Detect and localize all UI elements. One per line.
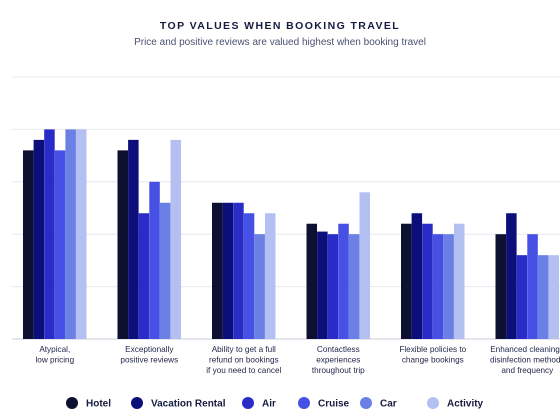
bar-hotel [495, 234, 506, 339]
bar-car [65, 129, 76, 339]
gridlines [12, 76, 560, 340]
bar-car [348, 234, 360, 339]
bar-car [537, 255, 549, 339]
bar-car [159, 202, 171, 339]
bar-cruise [243, 213, 255, 339]
bar-vacation-rental [128, 139, 139, 339]
legend-swatch [298, 397, 310, 409]
legend-item-hotel: Hotel [66, 397, 111, 410]
chart-title: TOP VALUES WHEN BOOKING TRAVEL [159, 20, 401, 32]
bar-hotel [306, 223, 317, 339]
category-label: Exceptionally positive reviews [120, 345, 178, 365]
bar-air [233, 202, 244, 339]
legend-item-cruise: Cruise [298, 397, 350, 410]
bar-air [327, 234, 339, 339]
bar-vacation-rental [33, 139, 45, 339]
bar-air [44, 129, 55, 339]
bar-cruise [432, 234, 444, 339]
legend-item-vacation-rental: Vacation Rental [131, 397, 226, 410]
bar-activity [548, 255, 559, 339]
bar-activity [170, 139, 181, 339]
bar-air [516, 255, 528, 339]
category-labels: Atypical, low pricing Exceptionally positiv… [35, 345, 560, 375]
legend-label: Vacation Rental [151, 399, 226, 410]
bar-activity [76, 129, 87, 339]
legend-label: Hotel [86, 399, 111, 410]
legend-swatch [360, 397, 372, 409]
bar-cruise [527, 234, 538, 339]
category-label: Contactless experiences throughout trip [312, 345, 365, 375]
category-label: Atypical, low pricing [35, 345, 74, 365]
category-label: Enhanced cleaning / disinfection methods a… [490, 345, 560, 375]
bar-vacation-rental [317, 231, 328, 339]
legend-item-activity: Activity [427, 397, 484, 410]
legend-label: Air [262, 399, 276, 410]
legend-swatch [427, 397, 439, 409]
category-label: Ability to get a full refund on bookings i… [206, 345, 281, 375]
bar-vacation-rental [222, 202, 234, 339]
legend: Hotel Vacation Rental Air Cruise Car Activity [66, 397, 484, 410]
bar-activity [454, 223, 465, 339]
legend-swatch [66, 397, 78, 409]
bar-cruise [54, 150, 66, 339]
chart-subtitle: Price and positive reviews are valued hi… [134, 37, 426, 48]
legend-swatch [131, 397, 143, 409]
bar-hotel [117, 150, 128, 339]
legend-item-car: Car [360, 397, 397, 410]
bar-air [422, 223, 433, 339]
bar-activity [359, 192, 370, 339]
bar-car [443, 234, 454, 339]
bar-activity [265, 213, 276, 339]
category-label: Flexible policies to change bookings [399, 345, 466, 365]
bar-vacation-rental [411, 213, 423, 339]
bar-hotel [23, 150, 34, 339]
legend-label: Activity [447, 399, 484, 410]
legend-label: Cruise [318, 399, 350, 410]
bar-vacation-rental [506, 213, 517, 339]
bars [23, 129, 559, 339]
legend-label: Car [380, 399, 397, 410]
bar-hotel [212, 202, 223, 339]
bar-hotel [401, 223, 412, 339]
bar-cruise [338, 223, 349, 339]
bar-air [138, 213, 150, 339]
bar-car [254, 234, 265, 339]
legend-swatch [242, 397, 254, 409]
bar-cruise [149, 181, 160, 339]
legend-item-air: Air [242, 397, 276, 410]
